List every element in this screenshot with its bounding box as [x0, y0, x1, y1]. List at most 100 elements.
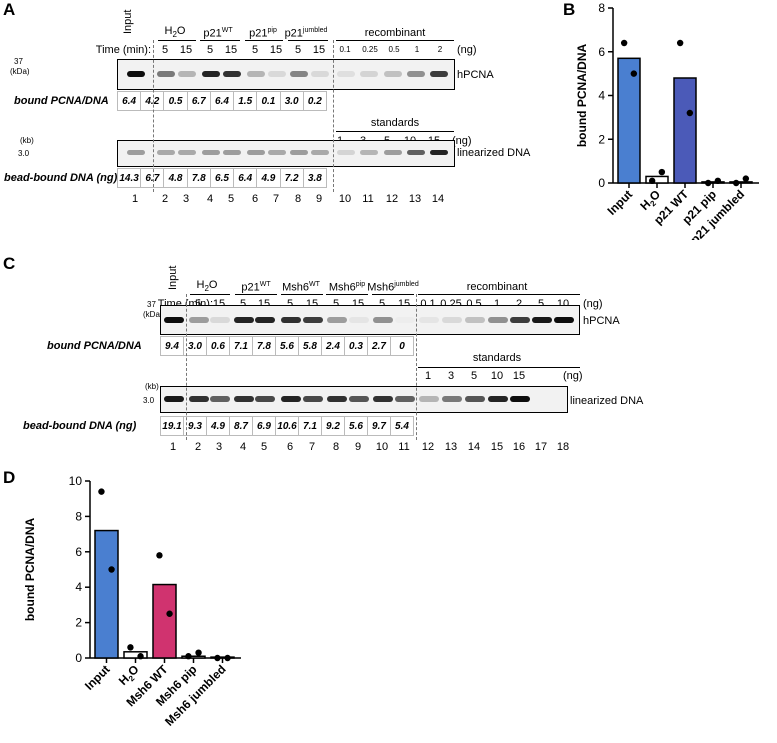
standard-amount: 5	[470, 370, 478, 382]
lane-number: 11	[362, 193, 374, 205]
value-cell: 2.4	[322, 337, 345, 355]
lane-number: 7	[308, 441, 316, 453]
value-cell: 7.8	[188, 169, 211, 187]
y-tick-label: 0	[75, 651, 82, 665]
value-cell: 5.4	[395, 420, 409, 432]
time-value: 5	[161, 44, 169, 56]
data-point	[224, 654, 231, 662]
group-p21wt: p21WT	[203, 27, 233, 40]
gel-band	[202, 150, 220, 155]
standard-amount: 1	[424, 370, 432, 382]
gel-band	[281, 317, 301, 323]
time-value: 15	[312, 44, 326, 56]
recombinant-amount: 2	[515, 298, 523, 310]
panel-label-a: A	[3, 0, 16, 19]
ng-label: (ng)	[457, 44, 477, 56]
lane-number: 1	[169, 441, 177, 453]
ng-label: (ng)	[452, 135, 472, 147]
gel-band	[488, 396, 508, 402]
standard-amount: 10	[490, 370, 504, 382]
bead-values-row: 14.3 6.7 4.8 7.8 6.5 6.4 4.9 7.2 3.8	[117, 168, 327, 188]
lane-number: 6	[251, 193, 259, 205]
gel-dna-a	[117, 140, 455, 167]
value-cell: 4.2	[141, 92, 165, 110]
group-line	[158, 40, 196, 41]
value-cell: 6.7	[188, 92, 211, 110]
value-cell: 5.6	[345, 417, 368, 435]
ng-label: (ng)	[583, 298, 603, 310]
recombinant-amount: 0.1	[339, 45, 351, 54]
gel-band	[234, 396, 254, 402]
lane-number: 17	[534, 441, 548, 453]
data-point	[214, 654, 221, 662]
lane-number: 2	[194, 441, 202, 453]
value-cell: 7.2	[281, 169, 304, 187]
lane-number: 4	[206, 193, 214, 205]
gel-band	[419, 317, 439, 323]
standards-line	[418, 367, 580, 368]
lane-number: 8	[294, 193, 302, 205]
value-cell: 3.8	[307, 172, 322, 184]
panel-label-b: B	[563, 0, 576, 19]
gel-band	[430, 71, 448, 77]
gel-band	[395, 317, 415, 323]
gel-band	[395, 396, 415, 402]
size-marker: 3.0	[18, 149, 30, 158]
recombinant-amount: 1	[493, 298, 501, 310]
divider	[333, 40, 334, 192]
gel-band	[554, 317, 574, 323]
mw-marker: 37	[14, 57, 23, 66]
gel-band	[442, 317, 462, 323]
gel-band	[127, 150, 145, 155]
group-line	[190, 294, 230, 295]
y-tick-label: 6	[598, 45, 605, 59]
lane-number: 6	[286, 441, 294, 453]
time-value: 5	[194, 298, 202, 310]
data-point	[704, 179, 712, 187]
gel-band	[303, 396, 323, 402]
value-cell: 0.6	[207, 337, 230, 355]
gel-band	[178, 150, 196, 155]
y-tick-label: 4	[598, 89, 605, 103]
kb-label: (kb)	[145, 382, 159, 391]
lane-number: 14	[467, 441, 481, 453]
data-point	[166, 610, 173, 617]
time-value: 15	[179, 44, 193, 56]
kda-label: (kDa)	[10, 67, 30, 76]
lane-number: 18	[556, 441, 570, 453]
gel-band	[127, 71, 145, 77]
data-point	[676, 39, 684, 47]
gel-band	[532, 317, 552, 323]
y-tick-label: 2	[75, 616, 82, 630]
standards-label: standards	[370, 117, 420, 129]
panel-label-d: D	[3, 468, 16, 487]
lane-number: 16	[512, 441, 526, 453]
time-value: 5	[332, 298, 340, 310]
value-cell: 6.4	[234, 169, 258, 187]
lane-number: 8	[332, 441, 340, 453]
gel-band	[349, 396, 369, 402]
gel-band	[164, 396, 184, 402]
group-line	[326, 294, 368, 295]
gel-pcna-c	[160, 305, 580, 335]
group-line	[245, 40, 283, 41]
gel-band	[419, 396, 439, 402]
data-point	[137, 653, 144, 660]
gel-band	[268, 71, 286, 77]
group-line	[281, 294, 323, 295]
value-cell: 19.1	[161, 417, 184, 435]
group-h2o: H2O	[164, 25, 186, 40]
value-cell: 8.7	[230, 417, 253, 435]
gel-band	[268, 150, 286, 155]
recombinant-label: recombinant	[466, 281, 528, 293]
data-point	[156, 552, 163, 559]
bead-label: bead-bound DNA (ng)	[23, 420, 137, 432]
gel-band	[311, 71, 329, 77]
y-axis-label: bound PCNA/DNA	[575, 44, 589, 148]
gel-band	[157, 150, 175, 155]
y-tick-label: 0	[598, 176, 605, 190]
gel-band	[337, 71, 355, 77]
gel-band	[337, 150, 355, 155]
